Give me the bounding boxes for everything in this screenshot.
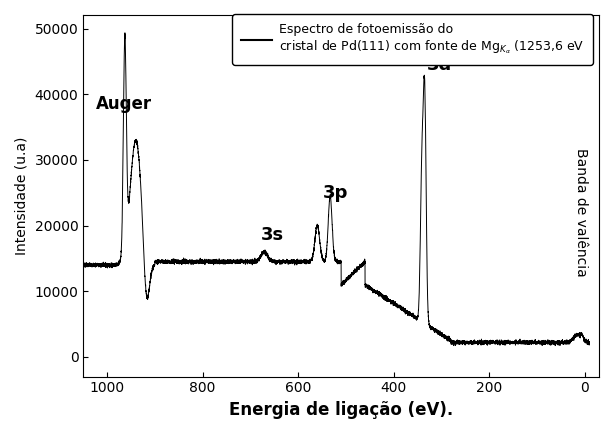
Y-axis label: Intensidade (u.a): Intensidade (u.a) [15, 137, 29, 255]
Text: Auger: Auger [96, 95, 152, 113]
Text: 3s: 3s [261, 227, 284, 244]
Text: Banda de valência: Banda de valência [574, 148, 588, 277]
Text: 3p: 3p [323, 184, 348, 202]
Text: 3d: 3d [426, 56, 452, 74]
X-axis label: Energia de ligação (eV).: Energia de ligação (eV). [229, 401, 453, 419]
Legend: Espectro de fotoemissão do
cristal de Pd(111) com fonte de Mg$_{K_{\alpha}}$ (12: Espectro de fotoemissão do cristal de Pd… [232, 14, 593, 65]
